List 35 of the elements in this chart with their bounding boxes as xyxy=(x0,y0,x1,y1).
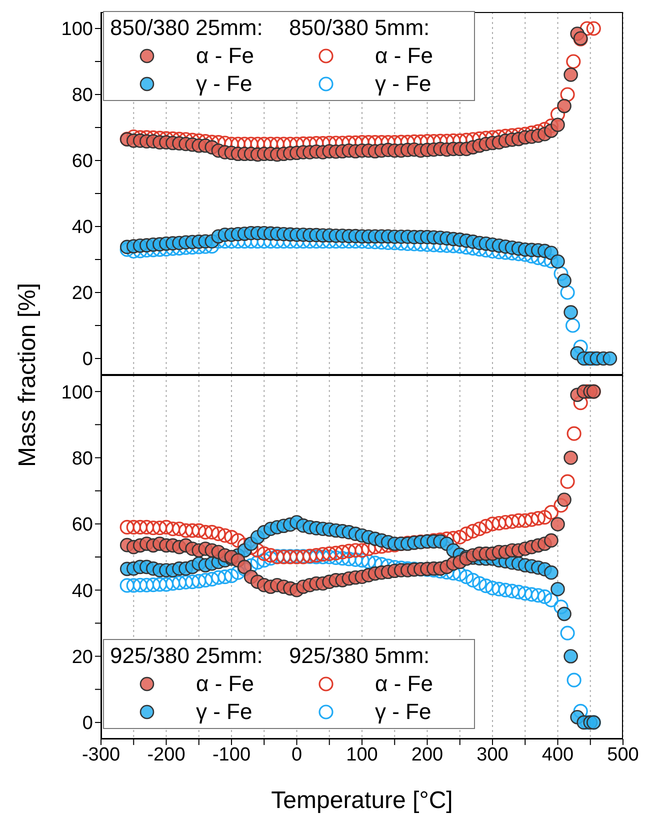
y-tick-label: 40 xyxy=(72,580,93,602)
annotation: 925/380 25mm: xyxy=(110,643,264,669)
y-tick-label: 80 xyxy=(72,448,93,470)
x-tick-label: -100 xyxy=(212,744,251,766)
x-tick-label: 200 xyxy=(411,744,444,766)
legend-label: α - Fe xyxy=(375,43,433,69)
y-axis-title: Mass fraction [%] xyxy=(14,282,42,468)
legend-label: γ - Fe xyxy=(375,699,432,725)
annotation: 925/380 5mm: xyxy=(289,643,431,669)
legend-label: γ - Fe xyxy=(196,699,252,725)
x-tick-label: 500 xyxy=(607,744,639,766)
x-tick-label: -200 xyxy=(147,744,186,766)
annotation: 850/380 5mm: xyxy=(289,15,431,41)
y-tick-label: 100 xyxy=(61,19,93,40)
y-tick-label: 20 xyxy=(72,647,93,668)
y-tick-label: 20 xyxy=(72,283,93,304)
x-tick-label: 0 xyxy=(291,744,302,766)
y-tick-label: 0 xyxy=(82,349,93,370)
y-tick-label: 60 xyxy=(72,514,93,536)
x-tick-label: 100 xyxy=(346,744,378,766)
legend-label: γ - Fe xyxy=(196,71,252,97)
legend-label: α - Fe xyxy=(196,43,254,69)
legend-label: α - Fe xyxy=(375,671,433,697)
legend-label: α - Fe xyxy=(196,671,254,697)
y-tick-label: 80 xyxy=(72,85,93,106)
x-tick-label: 300 xyxy=(476,744,508,766)
x-axis-title: Temperature [°C] xyxy=(271,787,453,814)
x-tick-label: -300 xyxy=(82,744,120,766)
x-tick-label: 400 xyxy=(542,744,574,766)
y-tick-label: 0 xyxy=(82,713,93,734)
legend-label: γ - Fe xyxy=(375,71,432,97)
y-tick-label: 100 xyxy=(61,382,93,404)
annotation: 850/380 25mm: xyxy=(110,15,264,41)
y-tick-label: 40 xyxy=(72,217,93,238)
y-tick-label: 60 xyxy=(72,151,93,172)
